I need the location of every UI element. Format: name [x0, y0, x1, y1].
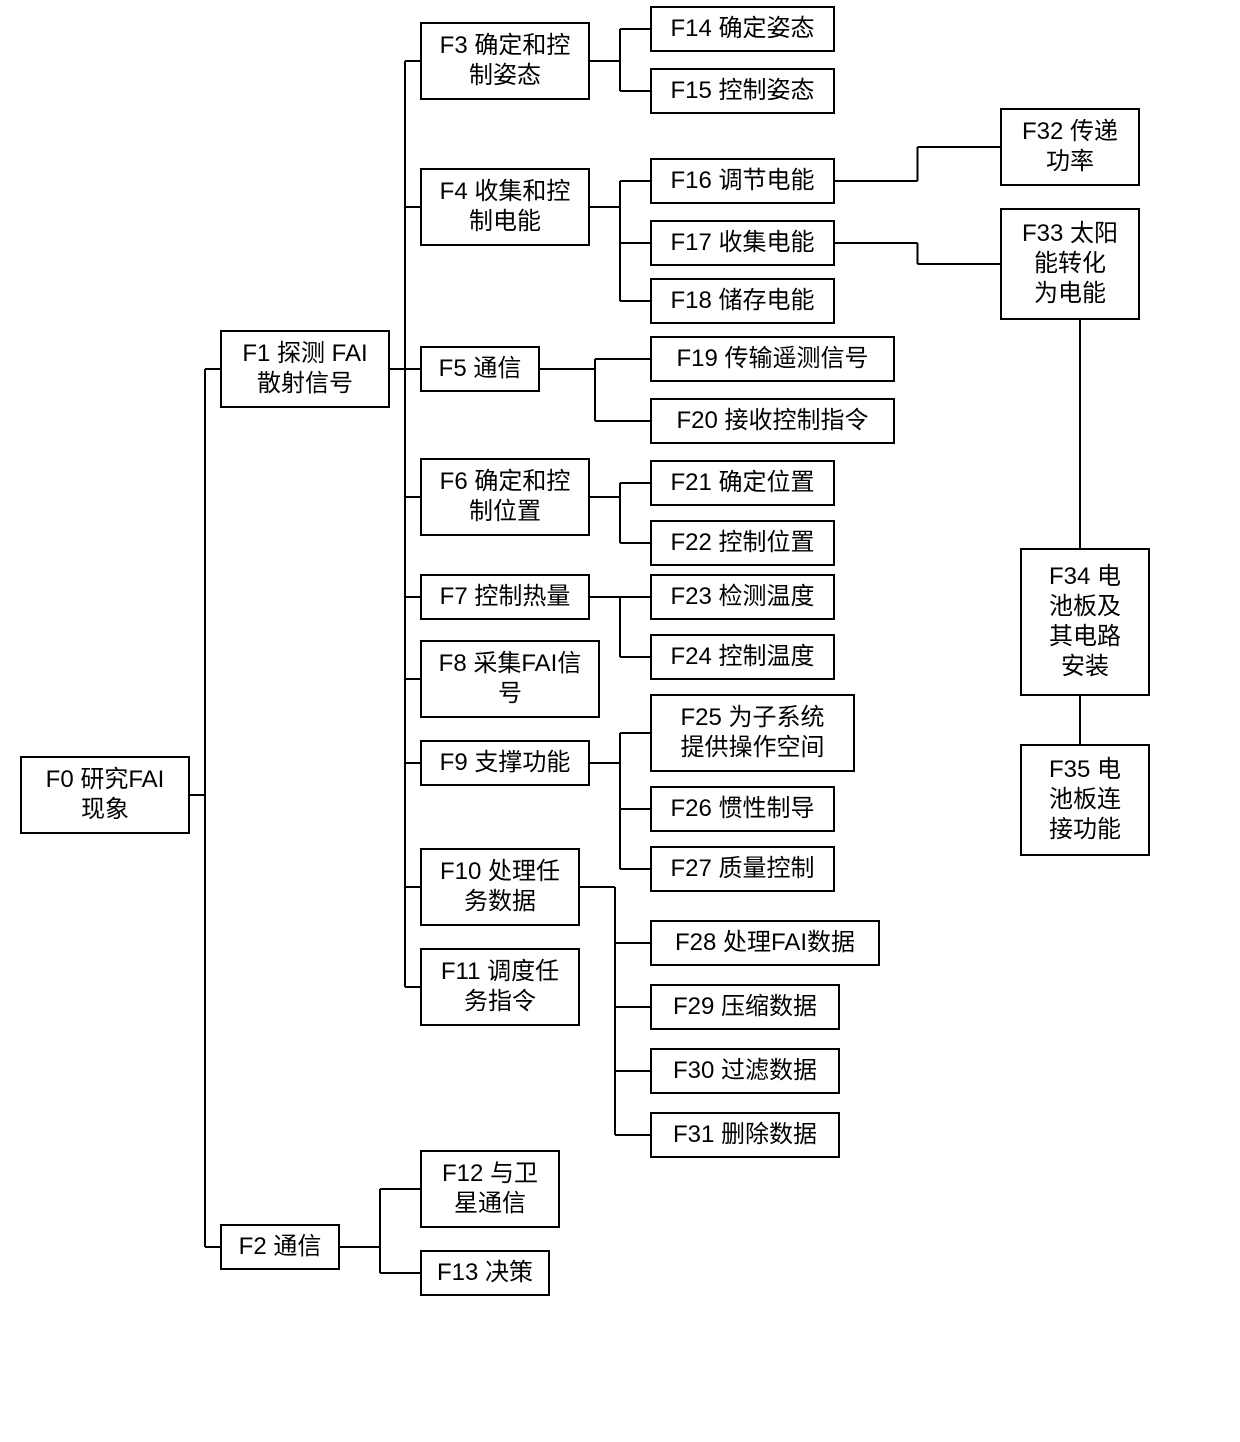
node-F34: F34 电 池板及 其电路 安装: [1020, 548, 1150, 696]
node-F31: F31 删除数据: [650, 1112, 840, 1158]
node-F13: F13 决策: [420, 1250, 550, 1296]
node-F32: F32 传递 功率: [1000, 108, 1140, 186]
node-F35: F35 电 池板连 接功能: [1020, 744, 1150, 856]
node-F1: F1 探测 FAI 散射信号: [220, 330, 390, 408]
node-F29: F29 压缩数据: [650, 984, 840, 1030]
node-F24: F24 控制温度: [650, 634, 835, 680]
node-F10: F10 处理任 务数据: [420, 848, 580, 926]
node-F9: F9 支撑功能: [420, 740, 590, 786]
node-F4: F4 收集和控 制电能: [420, 168, 590, 246]
node-F22: F22 控制位置: [650, 520, 835, 566]
node-F12: F12 与卫 星通信: [420, 1150, 560, 1228]
node-F20: F20 接收控制指令: [650, 398, 895, 444]
node-F30: F30 过滤数据: [650, 1048, 840, 1094]
node-F0: F0 研究FAI 现象: [20, 756, 190, 834]
node-F8: F8 采集FAI信 号: [420, 640, 600, 718]
node-F7: F7 控制热量: [420, 574, 590, 620]
node-F21: F21 确定位置: [650, 460, 835, 506]
node-F23: F23 检测温度: [650, 574, 835, 620]
node-F5: F5 通信: [420, 346, 540, 392]
node-F3: F3 确定和控 制姿态: [420, 22, 590, 100]
node-F14: F14 确定姿态: [650, 6, 835, 52]
node-F6: F6 确定和控 制位置: [420, 458, 590, 536]
node-F26: F26 惯性制导: [650, 786, 835, 832]
node-F19: F19 传输遥测信号: [650, 336, 895, 382]
tree-diagram: F0 研究FAI 现象 F1 探测 FAI 散射信号 F2 通信 F3 确定和控 制姿…: [0, 0, 1240, 1442]
node-F28: F28 处理FAI数据: [650, 920, 880, 966]
node-F27: F27 质量控制: [650, 846, 835, 892]
node-F18: F18 储存电能: [650, 278, 835, 324]
node-F15: F15 控制姿态: [650, 68, 835, 114]
node-F17: F17 收集电能: [650, 220, 835, 266]
node-F2: F2 通信: [220, 1224, 340, 1270]
node-F16: F16 调节电能: [650, 158, 835, 204]
node-F11: F11 调度任 务指令: [420, 948, 580, 1026]
node-F25: F25 为子系统 提供操作空间: [650, 694, 855, 772]
node-F33: F33 太阳 能转化 为电能: [1000, 208, 1140, 320]
